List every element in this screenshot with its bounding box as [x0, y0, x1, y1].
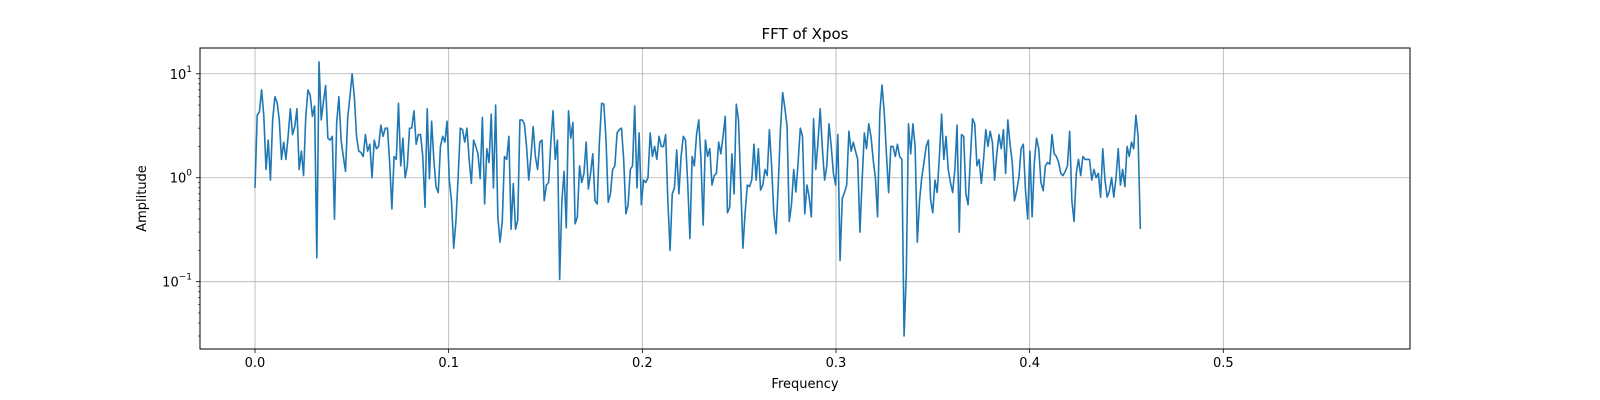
- x-tick-label: 0.4: [1019, 356, 1040, 371]
- y-tick-base: 10: [170, 172, 187, 187]
- x-tick-label: 0.0: [245, 356, 266, 371]
- y-tick-label: 10−1: [162, 273, 192, 291]
- axes-frame: [199, 47, 1411, 350]
- chart-title: FFT of Xpos: [762, 25, 849, 43]
- grid: [200, 48, 1410, 349]
- x-tick-label: 0.5: [1213, 356, 1234, 371]
- y-tick-exponent: −1: [179, 273, 192, 283]
- y-tick-label: 101: [170, 65, 192, 83]
- x-tick-label: 0.1: [438, 356, 459, 371]
- data-layer: [254, 61, 1142, 337]
- x-tick-label: 0.2: [632, 356, 653, 371]
- x-tick-label: 0.3: [826, 356, 847, 371]
- y-tick-label: 100: [170, 169, 193, 187]
- y-tick-base: 10: [162, 276, 179, 291]
- series-line: [254, 61, 1142, 337]
- y-tick-exponent: 1: [186, 65, 192, 75]
- y-axis-title: Amplitude: [135, 165, 150, 232]
- y-tick-base: 10: [170, 68, 187, 83]
- x-axis-title: Frequency: [771, 377, 838, 392]
- y-tick-exponent: 0: [186, 169, 192, 179]
